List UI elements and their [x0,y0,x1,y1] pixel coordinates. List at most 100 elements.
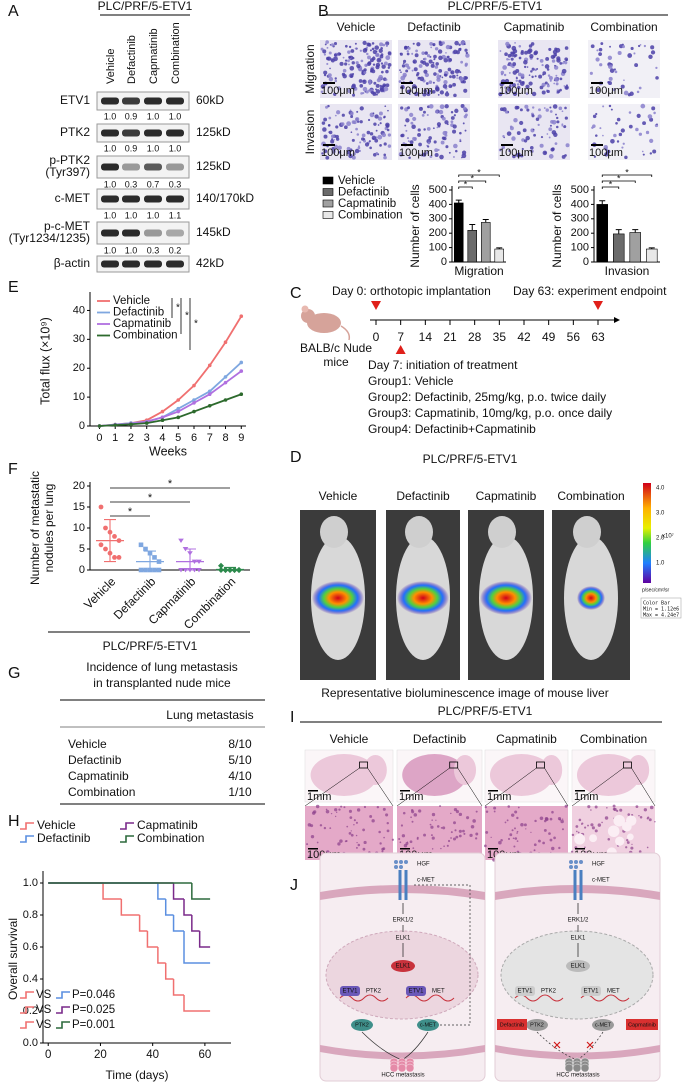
error-bar [496,247,503,250]
cell-stain [464,129,467,132]
cell-stain [514,41,516,44]
cell-stain [531,91,537,97]
cell-stain [387,133,392,137]
band [122,163,140,171]
cell-stain [459,138,462,141]
cell-stain [511,83,516,88]
zoom-line [304,767,360,807]
nucleus [350,830,352,832]
cell-stain [449,75,452,79]
p-value: P=0.046 [72,989,115,1001]
nucleus [514,827,516,830]
cell-stain [404,63,410,68]
cell-stain [333,138,336,141]
cell-stain [502,107,507,112]
y-axis-label: Number of cells [408,184,422,267]
cell-stain [464,76,468,80]
table-cell: 5/10 [228,753,252,767]
table-cell: 4/10 [228,769,252,783]
cell-stain [418,153,421,156]
cell-stain [361,137,365,141]
cell-stain [563,85,566,87]
cell-stain [436,126,439,129]
signal [480,581,532,615]
blot-size: 42kD [196,256,224,270]
cell-stain [547,74,551,77]
cell-stain [460,104,465,108]
cell-stain [328,116,332,120]
alveolus [626,833,634,841]
cell-stain [437,49,443,54]
cell-stain [405,69,409,73]
x-tick-label: 60 [198,1049,211,1061]
cell-stain [441,41,445,45]
nucleus [469,833,473,838]
cell-stain [444,120,449,125]
significance-line [601,174,653,177]
cell-stain [528,74,531,76]
cell-stain [439,90,444,95]
cell-stain [373,122,377,126]
cell-stain [639,44,642,46]
cell-stain [360,59,364,63]
cell-stain [514,105,519,110]
cell-stain [543,107,546,109]
diagram-label: ETV1 [342,989,358,995]
cell-stain [433,54,437,59]
nucleus [587,824,589,827]
ligand [569,865,573,869]
cell-stain [635,127,639,132]
legend-label: Capmatinib [338,198,396,210]
nucleus [548,832,551,835]
cell-stain [355,127,358,131]
table-cell: Capmatinib [68,769,129,783]
error-bar [455,199,462,203]
nucleus [488,851,491,854]
cell-stain [450,70,455,75]
cell-stain [385,44,388,48]
cell-stain [385,78,388,81]
cell-stain [370,90,375,95]
cell-stain [346,150,351,155]
cell-stain [454,108,459,113]
nucleus [401,834,406,838]
cell-stain [320,90,324,93]
significance-star: * [128,506,133,518]
x-tick-label: 20 [94,1049,107,1061]
error-bar [482,219,489,223]
bar [480,222,491,263]
nucleus [334,815,337,818]
zoom-box [623,761,632,769]
diagram-label: PTK2 [541,989,557,995]
cell-stain [647,114,653,119]
cell-stain [556,116,559,120]
nucleus [654,821,656,823]
cell-stain [637,44,641,48]
nucleus [345,839,348,843]
cell-stain [462,122,465,125]
y-tick-label: 30 [73,333,85,345]
band [166,163,184,171]
cell-stain [361,133,366,138]
legend-label: Capmatinib [137,818,198,832]
row-label: Invasion [303,110,317,155]
block-mark [553,1041,561,1049]
nucleus [507,805,511,808]
cell-stain [433,140,437,144]
histology [485,806,568,860]
cell-stain [608,104,612,108]
scale-label: 1mm [487,791,511,803]
cell-stain [354,47,357,50]
nucleus [638,850,642,853]
arrow [576,1031,604,1061]
y-tick-label: 0.4 [23,973,38,985]
cell-stain [598,47,603,52]
cell-stain [566,86,569,89]
x-tick-label: 6 [191,432,197,444]
panel-label: E [8,279,19,296]
cell-stain [424,51,428,55]
nucleus [430,834,433,837]
cell-stain [359,84,364,88]
panel-label: D [290,449,302,466]
nucleus [315,804,320,809]
